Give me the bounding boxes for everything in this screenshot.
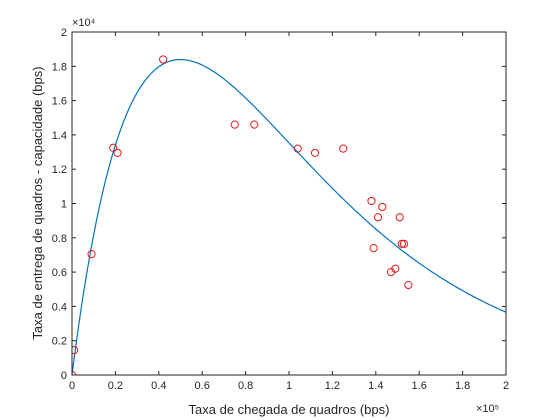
y-tick-label: 1.2 <box>52 164 67 176</box>
y-tick-label: 0 <box>61 370 67 382</box>
data-point <box>404 280 413 290</box>
x-tick-label: 2 <box>503 380 509 392</box>
x-tick-label: 0.4 <box>151 380 166 392</box>
x-tick-label: 1.6 <box>412 380 427 392</box>
data-point <box>367 196 376 206</box>
y-axis-ticks: 0 0.2 0.4 0.6 0.8 1 1.2 1.4 1.6 1.8 2 <box>52 27 506 382</box>
y-tick-label: 1.6 <box>52 96 67 108</box>
fit-curve <box>72 58 506 375</box>
data-point <box>293 144 302 153</box>
x-axis-ticks: 0 0.2 0.4 0.6 0.8 1 1.2 1.4 1.6 1.8 2 <box>69 32 509 392</box>
data-point <box>378 202 387 212</box>
data-point <box>339 144 348 153</box>
x-tick-label: 0.8 <box>238 380 253 392</box>
x-axis-label: Taxa de chegada de quadros (bps) <box>189 402 390 417</box>
y-tick-label: 2 <box>61 27 67 39</box>
y-tick-label: 0.2 <box>52 336 67 348</box>
x-tick-label: 0.2 <box>108 380 123 392</box>
y-tick-label: 0.8 <box>52 233 67 245</box>
data-points <box>72 55 413 375</box>
data-point <box>391 264 400 273</box>
data-point <box>397 239 406 248</box>
data-point <box>72 346 79 355</box>
data-point <box>109 143 118 152</box>
x-tick-label: 0.6 <box>195 380 210 392</box>
data-point <box>399 239 409 248</box>
x-tick-label: 1.4 <box>368 380 383 392</box>
x-tick-label: 1.8 <box>455 380 470 392</box>
x-tick-label: 0 <box>69 380 75 392</box>
axes-frame <box>71 31 507 376</box>
y-tick-label: 0.4 <box>52 301 67 313</box>
data-point <box>230 120 239 129</box>
plot-area <box>72 55 506 375</box>
x-tick-label: 1.2 <box>325 380 340 392</box>
y-axis-label: Taxa de entrega de quadros - capacidade … <box>30 66 45 339</box>
y-tick-label: 0.6 <box>52 267 67 279</box>
axes-box <box>71 31 507 376</box>
data-point <box>310 148 320 158</box>
y-tick-label: 1.4 <box>52 130 67 142</box>
data-point <box>159 55 168 64</box>
y-tick-label: 1.8 <box>52 61 67 73</box>
data-point <box>395 213 404 222</box>
data-point <box>87 249 96 259</box>
x-scale-factor: ×10⁵ <box>476 403 499 415</box>
y-scale-factor: ×10⁴ <box>72 17 96 29</box>
data-point <box>113 148 122 158</box>
y-tick-label: 1 <box>61 199 67 211</box>
data-point <box>369 243 378 253</box>
x-tick-label: 1 <box>286 380 292 392</box>
data-point <box>373 213 383 222</box>
data-point <box>250 120 259 129</box>
